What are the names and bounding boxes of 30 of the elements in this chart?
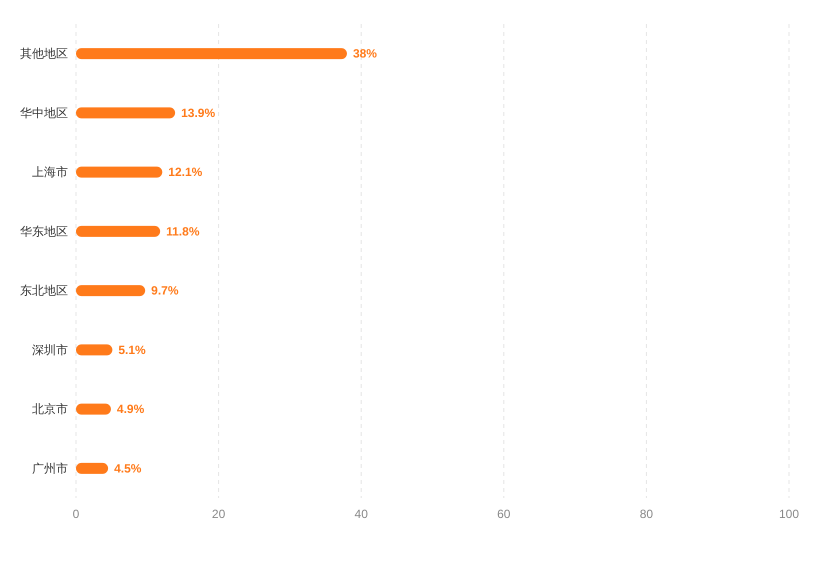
data-label: 5.1% — [118, 342, 146, 357]
bar — [76, 344, 112, 356]
bar — [76, 48, 347, 60]
y-tick-label: 广州市 — [32, 461, 68, 476]
data-label: 9.7% — [151, 284, 179, 298]
y-tick-label: 华中地区 — [20, 106, 68, 120]
bar — [76, 166, 162, 178]
y-tick-label: 深圳市 — [32, 342, 68, 357]
y-tick-label: 上海市 — [32, 165, 68, 180]
data-label: 4.9% — [116, 402, 145, 416]
bar — [76, 226, 160, 237]
x-tick-label: 40 — [354, 507, 368, 521]
data-label: 38% — [352, 46, 378, 61]
y-tick-label: 其他地区 — [20, 46, 68, 61]
x-tick-label: 80 — [640, 507, 654, 521]
bar — [76, 285, 146, 296]
x-tick-label: 20 — [212, 507, 226, 521]
data-label: 11.8% — [166, 224, 200, 238]
data-label: 13.9% — [181, 106, 216, 120]
data-label: 4.5% — [114, 461, 142, 476]
bar — [76, 107, 176, 118]
data-label: 12.1% — [168, 165, 203, 180]
x-tick-label: 100 — [778, 507, 800, 521]
x-tick-label: 60 — [497, 507, 511, 521]
y-tick-label: 东北地区 — [20, 284, 68, 298]
y-tick-label: 华东地区 — [20, 224, 68, 238]
y-tick-label: 北京市 — [32, 402, 68, 416]
x-tick-label: 0 — [72, 507, 80, 521]
bar — [76, 404, 111, 415]
bar — [76, 462, 108, 474]
